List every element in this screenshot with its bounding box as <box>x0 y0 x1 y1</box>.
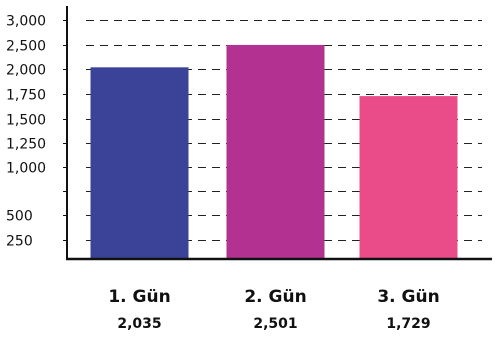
x-category-label: 1. Gün <box>108 287 170 307</box>
x-category-label: 2. Gün <box>244 287 306 307</box>
y-tick-label: 2,500 <box>6 39 46 55</box>
axes-layer <box>63 6 492 261</box>
y-tick-label: 1,500 <box>6 113 46 129</box>
bar-value-label: 2,501 <box>253 316 297 332</box>
y-tick-label: 2,000 <box>6 63 46 79</box>
x-category-label: 3. Gün <box>377 287 439 307</box>
y-tick-labels: 250 500 1,000 1,250 1,500 1,750 2,000 2,500 3,00… <box>6 14 46 250</box>
y-tick-label: 1,250 <box>6 137 46 153</box>
y-tick-label: 3,000 <box>6 14 46 30</box>
bar-value-label: 2,035 <box>117 316 161 332</box>
bar-1 <box>90 67 189 259</box>
y-tick-label: 250 <box>6 234 33 250</box>
bars-layer <box>90 44 458 260</box>
y-tick-label: 1,750 <box>6 88 46 104</box>
bar-2 <box>226 44 325 260</box>
y-tick-label: 500 <box>6 209 33 225</box>
bar-value-label: 1,729 <box>386 316 430 332</box>
y-tick-label: 1,000 <box>6 161 46 177</box>
bar-3 <box>359 96 458 259</box>
x-category-labels: 1. Gün 2,035 2. Gün 2,501 3. Gün 1,729 <box>108 287 439 332</box>
